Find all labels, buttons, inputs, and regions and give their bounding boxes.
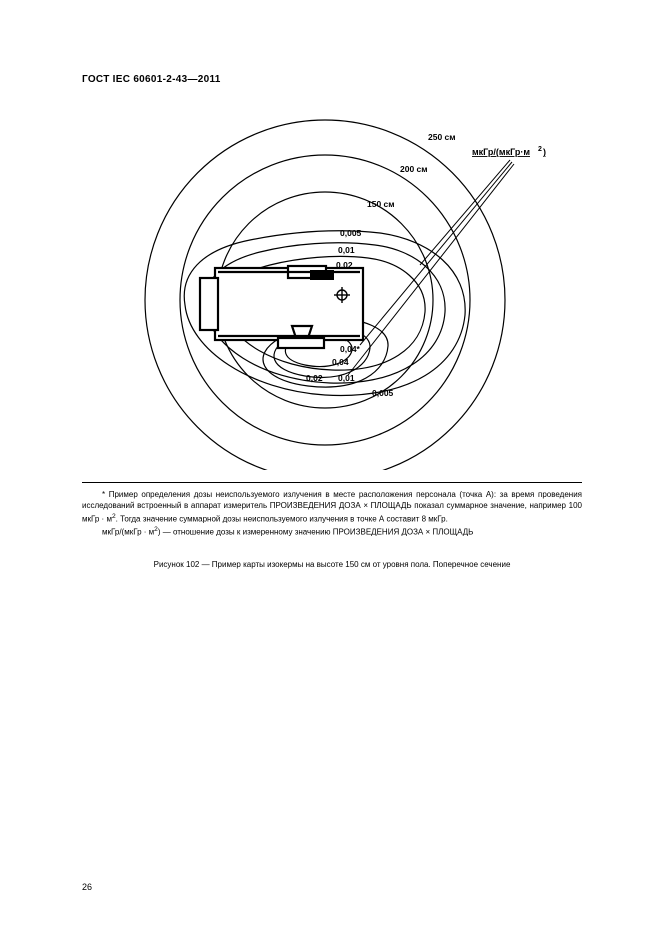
svg-text:0,01: 0,01 bbox=[338, 373, 355, 383]
svg-text:200 см: 200 см bbox=[400, 164, 428, 174]
svg-text:150 см: 150 см bbox=[367, 199, 395, 209]
svg-text:мкГр/(мкГр·м: мкГр/(мкГр·м bbox=[472, 147, 530, 157]
svg-text:2: 2 bbox=[538, 146, 542, 153]
doc-header: ГОСТ IEC 60601-2-43—2011 bbox=[82, 74, 221, 85]
figure-caption: Рисунок 102 — Пример карты изокермы на в… bbox=[82, 560, 582, 569]
svg-text:): ) bbox=[543, 147, 546, 157]
svg-text:250 см: 250 см bbox=[428, 132, 456, 142]
footnote-p1b: . Тогда значение суммарной дозы неисполь… bbox=[116, 514, 448, 523]
rule-top bbox=[82, 482, 582, 483]
footnote-p2b: ) — отношение дозы к измеренному значени… bbox=[158, 528, 473, 537]
page-number: 26 bbox=[82, 882, 92, 892]
footnote-p2a: мкГр/(мкГр · м bbox=[102, 528, 154, 537]
footnote-block: * Пример определения дозы неиспользуемог… bbox=[82, 490, 582, 539]
svg-text:0,04*: 0,04* bbox=[340, 344, 361, 354]
svg-text:0,005: 0,005 bbox=[372, 388, 394, 398]
svg-text:0,005: 0,005 bbox=[340, 228, 362, 238]
isokerm-diagram: 250 см200 см150 см0,0050,010,020,080,04*… bbox=[80, 90, 580, 470]
page: ГОСТ IEC 60601-2-43—2011 250 см 200 см 150… bbox=[0, 0, 661, 936]
svg-text:0,01: 0,01 bbox=[338, 245, 355, 255]
